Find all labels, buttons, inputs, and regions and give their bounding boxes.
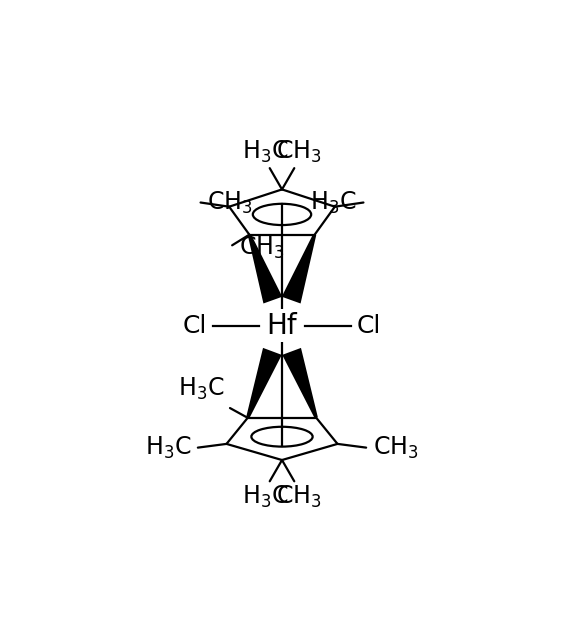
Text: $\mathregular{CH_3}$: $\mathregular{CH_3}$ <box>276 139 321 165</box>
Text: $\mathregular{H_3C}$: $\mathregular{H_3C}$ <box>178 376 224 403</box>
Text: Hf: Hf <box>267 312 297 340</box>
Text: Cl: Cl <box>183 314 207 337</box>
Text: $\mathregular{H_3C}$: $\mathregular{H_3C}$ <box>242 139 289 165</box>
Text: $\mathregular{CH_3}$: $\mathregular{CH_3}$ <box>207 189 253 216</box>
Text: $\mathregular{CH_3}$: $\mathregular{CH_3}$ <box>373 435 418 461</box>
Text: $\mathregular{H_3C}$: $\mathregular{H_3C}$ <box>242 484 289 510</box>
Text: $\mathregular{H_3C}$: $\mathregular{H_3C}$ <box>310 189 357 216</box>
Text: $\mathregular{H_3C}$: $\mathregular{H_3C}$ <box>145 435 191 461</box>
Text: $\mathregular{CH_3}$: $\mathregular{CH_3}$ <box>239 235 284 261</box>
Text: $\mathregular{CH_3}$: $\mathregular{CH_3}$ <box>276 484 321 510</box>
Polygon shape <box>248 234 282 303</box>
Polygon shape <box>246 348 282 419</box>
Text: Cl: Cl <box>357 314 381 337</box>
Polygon shape <box>282 348 318 419</box>
Polygon shape <box>282 234 316 303</box>
